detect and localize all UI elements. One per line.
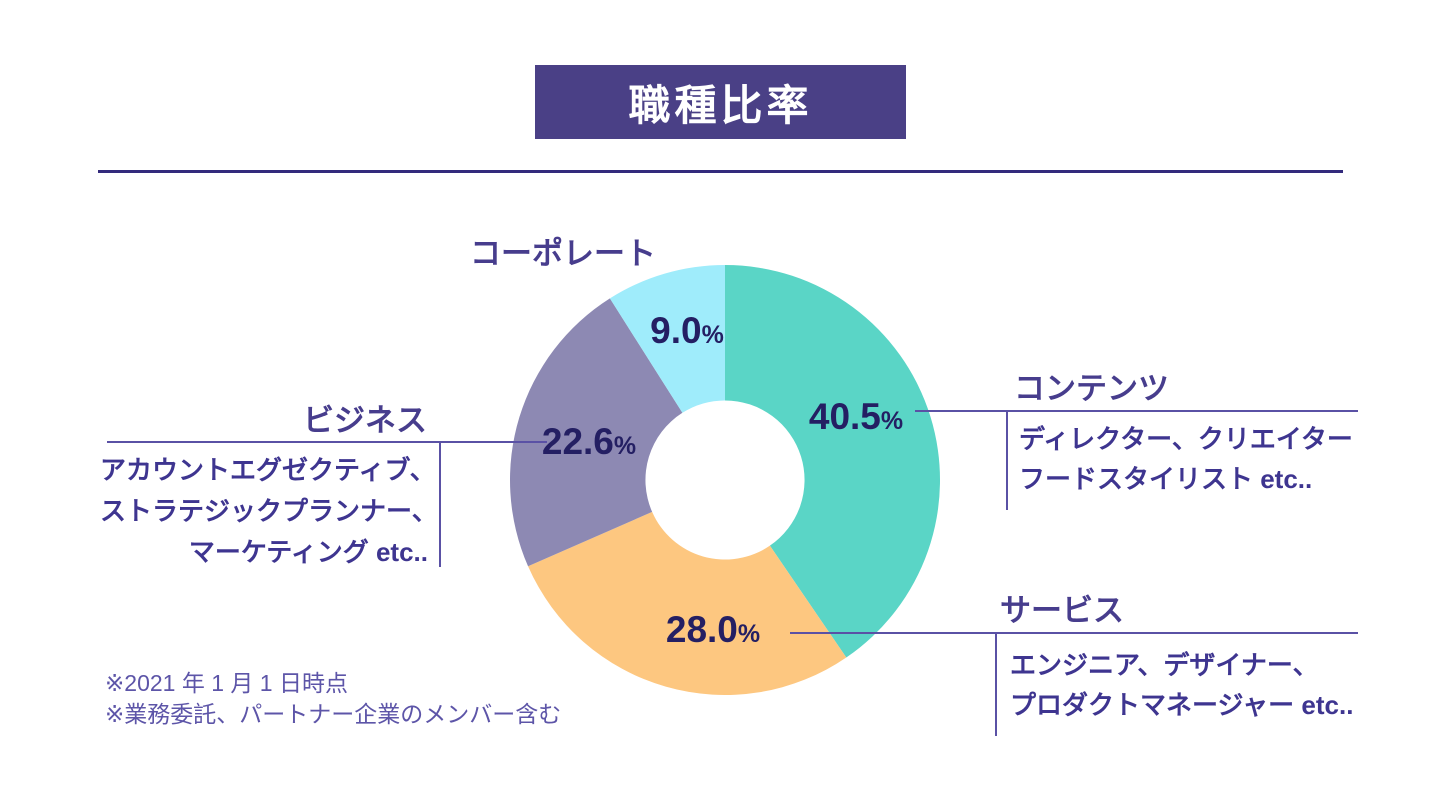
callout-label-service: サービス [1000, 593, 1124, 628]
leader-line-service-horizontal [790, 632, 1358, 634]
percent-sign: % [737, 620, 761, 648]
slice-value-business: 22.6% [542, 421, 636, 463]
donut-slice-コーポレート [609, 265, 725, 413]
description-line: フードスタイリスト etc.. [1019, 464, 1313, 494]
callout-description-contents: ディレクター、クリエイター フードスタイリスト etc.. [1019, 419, 1353, 499]
slice-value-corporate: 9.0% [650, 310, 724, 352]
header-divider [98, 170, 1343, 173]
slice-value-number: 28.0 [665, 609, 738, 650]
footnotes: ※2021 年 1 月 1 日時点 ※業務委託、パートナー企業のメンバー含む [105, 668, 561, 730]
leader-line-business-vertical [439, 442, 441, 567]
description-line: プロダクトマネージャー etc.. [1010, 690, 1354, 720]
donut-slice-サービス [528, 511, 847, 695]
percent-sign: % [701, 321, 724, 349]
leader-line-contents-horizontal [915, 410, 1358, 412]
leader-line-contents-vertical [1006, 411, 1008, 510]
slice-value-contents: 40.5% [809, 396, 903, 438]
leader-line-service-vertical [995, 633, 997, 736]
description-line: ディレクター、クリエイター [1019, 424, 1353, 454]
description-line: マーケティング etc.. [188, 537, 428, 567]
callout-label-contents: コンテンツ [1014, 371, 1169, 406]
percent-sign: % [613, 432, 637, 460]
slice-value-number: 22.6 [541, 421, 614, 462]
callout-label-business: ビジネス [303, 403, 427, 438]
leader-line-business-horizontal [107, 441, 547, 443]
description-line: アカウントエグゼクティブ、 [100, 455, 436, 485]
description-line: エンジニア、デザイナー、 [1010, 650, 1319, 680]
slice-value-number: 40.5 [808, 396, 881, 437]
footnote-line: ※2021 年 1 月 1 日時点 [105, 670, 348, 696]
donut-slice-コンテンツ [725, 265, 940, 658]
callout-description-service: エンジニア、デザイナー、 プロダクトマネージャー etc.. [1010, 645, 1353, 725]
slide-title-box: 職種比率 [535, 65, 906, 139]
footnote-line: ※業務委託、パートナー企業のメンバー含む [105, 701, 562, 727]
percent-sign: % [880, 407, 904, 435]
slice-value-service: 28.0% [666, 609, 760, 651]
donut-chart [510, 265, 940, 695]
description-line: ストラテジックプランナー、 [100, 496, 438, 526]
slice-value-number: 9.0 [650, 310, 702, 351]
donut-slice-ビジネス [510, 298, 683, 567]
callout-label-corporate: コーポレート [470, 236, 656, 271]
callout-description-business: アカウントエグゼクティブ、 ストラテジックプランナー、 マーケティング etc.… [100, 450, 438, 573]
page-title: 職種比率 [628, 81, 813, 129]
